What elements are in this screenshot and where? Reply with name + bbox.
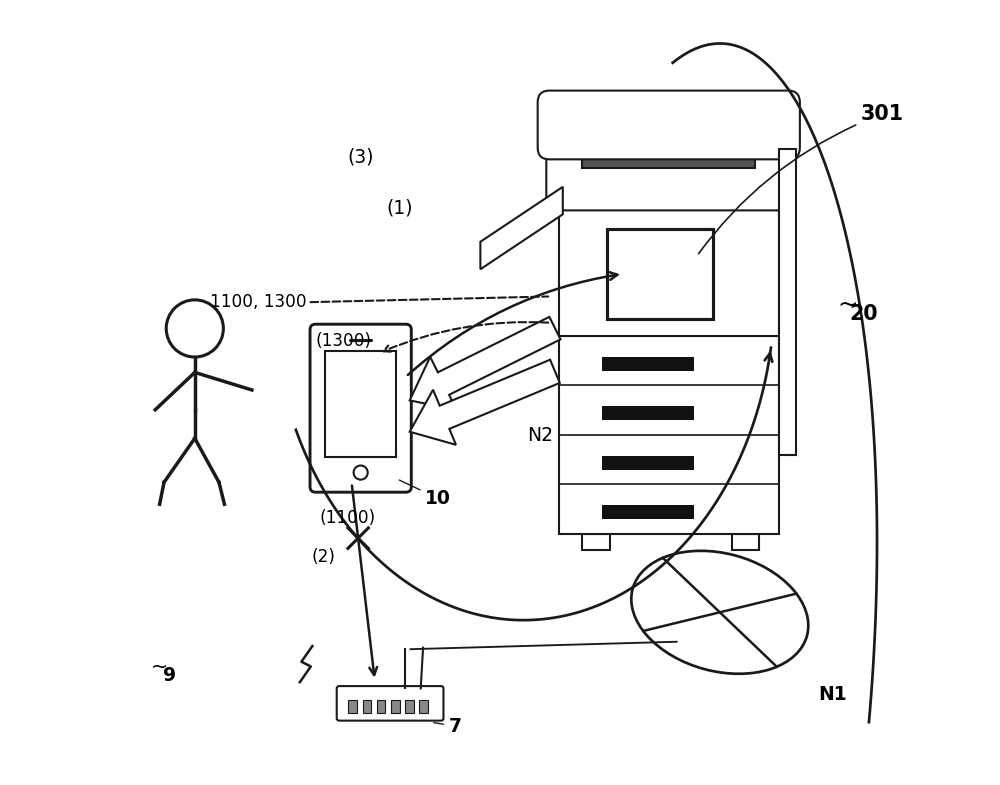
Text: 7: 7 <box>434 717 462 736</box>
Text: (3): (3) <box>347 148 373 166</box>
Text: ~: ~ <box>838 293 858 316</box>
Bar <box>607 229 713 319</box>
Text: N2: N2 <box>527 426 553 445</box>
Bar <box>325 351 396 457</box>
Polygon shape <box>480 187 563 269</box>
FancyBboxPatch shape <box>310 324 411 492</box>
Bar <box>779 148 796 455</box>
Polygon shape <box>410 360 560 445</box>
Bar <box>732 534 759 550</box>
Bar <box>602 357 694 371</box>
Text: ~: ~ <box>151 657 168 677</box>
Bar <box>602 407 694 421</box>
Text: (1100): (1100) <box>319 509 376 527</box>
Bar <box>602 456 694 470</box>
Circle shape <box>354 466 368 480</box>
Bar <box>348 700 357 713</box>
Bar <box>405 700 414 713</box>
Bar <box>391 700 400 713</box>
Bar <box>602 506 694 520</box>
Circle shape <box>166 300 223 357</box>
FancyBboxPatch shape <box>546 104 791 210</box>
Bar <box>582 534 610 550</box>
Bar <box>582 155 755 168</box>
Text: (1300): (1300) <box>316 333 372 350</box>
Text: (2): (2) <box>312 549 335 566</box>
Text: 10: 10 <box>399 480 451 508</box>
Bar <box>559 204 779 336</box>
FancyBboxPatch shape <box>337 686 443 721</box>
Bar <box>419 700 428 713</box>
Bar <box>559 336 779 534</box>
FancyBboxPatch shape <box>538 90 800 159</box>
Polygon shape <box>410 317 561 411</box>
Text: 20: 20 <box>849 304 878 324</box>
Text: (1): (1) <box>386 199 413 217</box>
Text: 1100, 1300: 1100, 1300 <box>210 294 306 311</box>
Ellipse shape <box>631 551 808 674</box>
Bar <box>377 700 385 713</box>
Text: 9: 9 <box>163 666 176 685</box>
Text: N1: N1 <box>818 685 847 704</box>
Text: 301: 301 <box>699 104 904 254</box>
Bar <box>363 700 371 713</box>
